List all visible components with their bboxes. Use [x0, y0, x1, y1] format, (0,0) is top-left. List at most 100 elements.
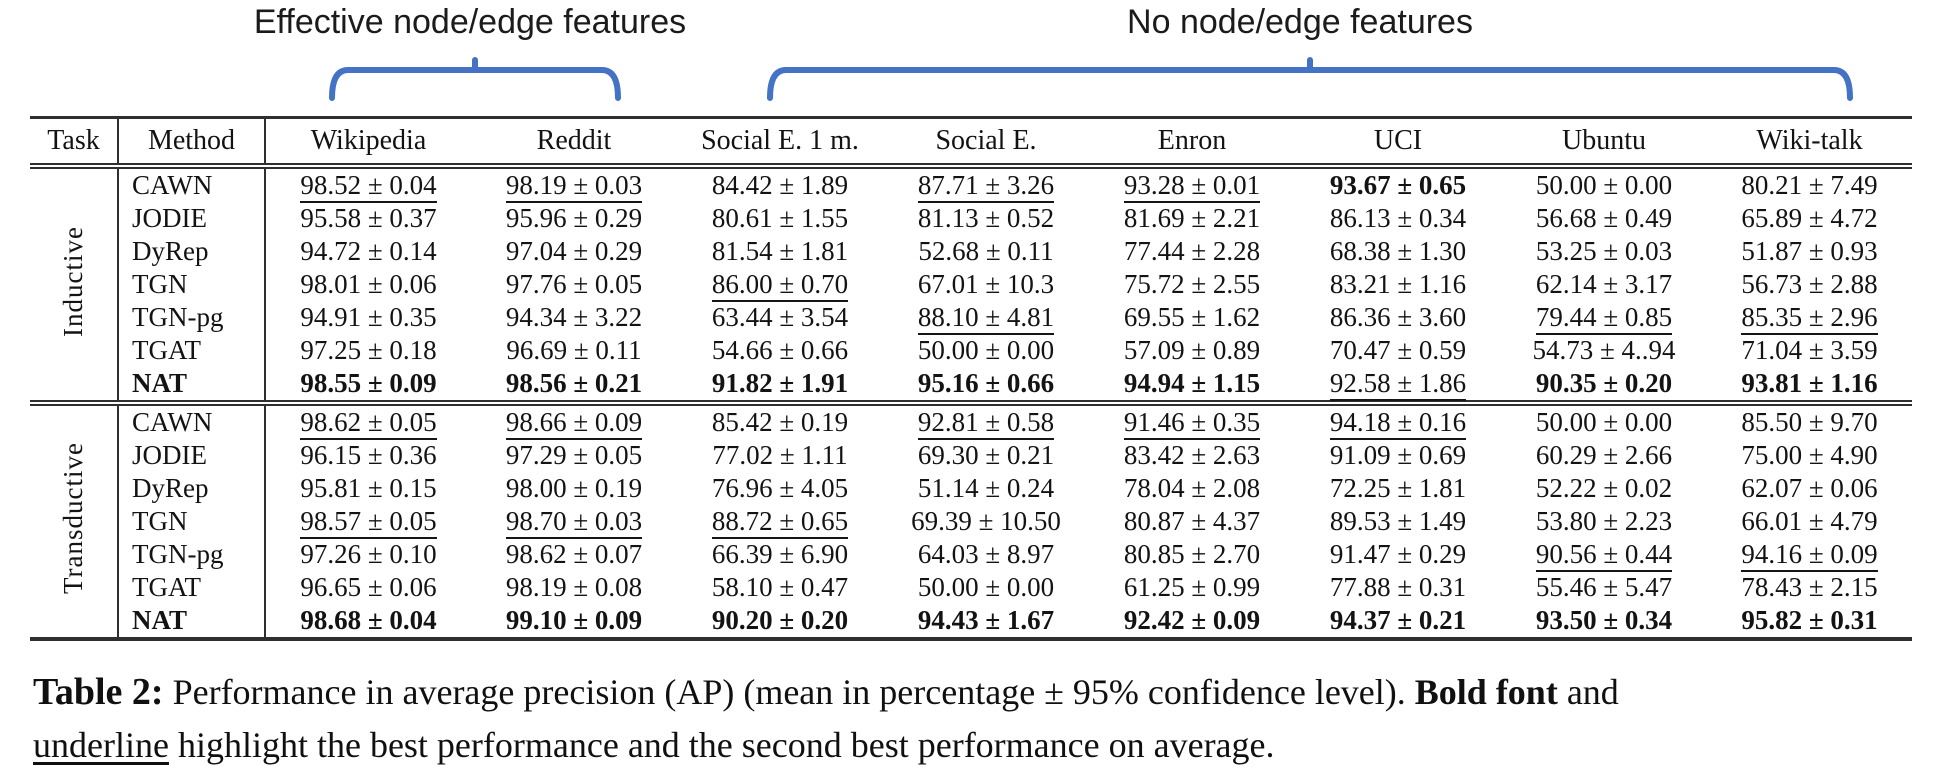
metric-value: 75.72 ± 2.55 — [1123, 269, 1261, 299]
metric-cell: 98.70 ± 0.03 — [471, 505, 677, 539]
table-row: TGAT 97.25 ± 0.18 96.69 ± 0.11 54.66 ± 0.66… — [30, 334, 1912, 367]
metric-cell: 78.43 ± 2.15 — [1707, 571, 1912, 604]
metric-cell: 81.54 ± 1.81 — [677, 235, 883, 268]
metric-value: 77.44 ± 2.28 — [1123, 236, 1261, 266]
column-header-reddit: Reddit — [471, 117, 677, 169]
method-cell-tgn-pg: TGN-pg — [118, 301, 266, 334]
table-row: TGN 98.01 ± 0.06 97.76 ± 0.05 86.00 ± 0.70 6… — [30, 268, 1912, 302]
table-row: JODIE 95.58 ± 0.37 95.96 ± 0.29 80.61 ± 1.5… — [30, 202, 1912, 235]
metric-cell: 97.29 ± 0.05 — [471, 439, 677, 472]
metric-cell: 98.66 ± 0.09 — [471, 400, 677, 440]
task-label: Inductive — [58, 225, 88, 337]
metric-cell: 98.57 ± 0.05 — [265, 505, 471, 539]
metric-cell: 93.67 ± 0.65 — [1295, 166, 1501, 202]
metric-cell: 95.81 ± 0.15 — [265, 472, 471, 505]
metric-cell: 89.53 ± 1.49 — [1295, 505, 1501, 538]
metric-cell: 81.13 ± 0.52 — [883, 202, 1089, 235]
metric-value: 86.00 ± 0.70 — [711, 269, 849, 302]
metric-cell: 51.14 ± 0.24 — [883, 472, 1089, 505]
metric-value: 58.10 ± 0.47 — [711, 572, 849, 602]
column-header-social-e-1-m-: Social E. 1 m. — [677, 117, 883, 169]
caption-text-2: and — [1566, 672, 1619, 712]
metric-value: 98.56 ± 0.21 — [505, 368, 643, 398]
metric-cell: 77.44 ± 2.28 — [1089, 235, 1295, 268]
method-cell-cawn: CAWN — [118, 400, 266, 439]
metric-cell: 80.85 ± 2.70 — [1089, 538, 1295, 571]
metric-value: 63.44 ± 3.54 — [711, 302, 849, 332]
metric-value: 83.42 ± 2.63 — [1123, 440, 1261, 470]
metric-value: 85.50 ± 9.70 — [1741, 407, 1878, 437]
table-row: JODIE 96.15 ± 0.36 97.29 ± 0.05 77.02 ± 1.1… — [30, 439, 1912, 472]
metric-value: 91.46 ± 0.35 — [1123, 407, 1261, 440]
metric-value: 99.10 ± 0.09 — [505, 605, 643, 635]
metric-cell: 92.81 ± 0.58 — [883, 400, 1089, 440]
metric-value: 65.89 ± 4.72 — [1741, 203, 1878, 233]
table-row: TGN-pg 94.91 ± 0.35 94.34 ± 3.22 63.44 ± 3.… — [30, 301, 1912, 335]
metric-cell: 93.28 ± 0.01 — [1089, 166, 1295, 203]
metric-value: 98.62 ± 0.07 — [505, 539, 643, 569]
metric-cell: 94.94 ± 1.15 — [1089, 367, 1295, 403]
metric-cell: 75.00 ± 4.90 — [1707, 439, 1912, 472]
metric-value: 97.04 ± 0.29 — [505, 236, 643, 266]
table-body: Inductive CAWN 98.52 ± 0.04 98.19 ± 0.03 84.… — [30, 166, 1912, 639]
metric-cell: 91.47 ± 0.29 — [1295, 538, 1501, 571]
table-row: DyRep 95.81 ± 0.15 98.00 ± 0.19 76.96 ± 4.0… — [30, 472, 1912, 505]
metric-value: 94.72 ± 0.14 — [300, 236, 437, 266]
metric-value: 84.42 ± 1.89 — [711, 170, 849, 200]
metric-value: 52.68 ± 0.11 — [918, 236, 1054, 266]
metric-cell: 91.46 ± 0.35 — [1089, 400, 1295, 440]
metric-cell: 99.10 ± 0.09 — [471, 604, 677, 639]
metric-cell: 97.76 ± 0.05 — [471, 268, 677, 301]
metric-cell: 96.65 ± 0.06 — [265, 571, 471, 604]
metric-cell: 95.82 ± 0.31 — [1707, 604, 1912, 639]
metric-value: 90.56 ± 0.44 — [1535, 539, 1673, 572]
metric-value: 98.70 ± 0.03 — [505, 506, 643, 539]
metric-cell: 70.47 ± 0.59 — [1295, 334, 1501, 367]
metric-cell: 53.80 ± 2.23 — [1501, 505, 1707, 538]
metric-cell: 65.89 ± 4.72 — [1707, 202, 1912, 235]
metric-cell: 96.15 ± 0.36 — [265, 439, 471, 472]
metric-cell: 67.01 ± 10.3 — [883, 268, 1089, 301]
metric-value: 51.87 ± 0.93 — [1741, 236, 1878, 266]
metric-value: 62.14 ± 3.17 — [1535, 269, 1673, 299]
metric-cell: 77.88 ± 0.31 — [1295, 571, 1501, 604]
metric-value: 70.47 ± 0.59 — [1329, 335, 1467, 365]
metric-value: 50.00 ± 0.00 — [1535, 170, 1673, 200]
method-cell-tgat: TGAT — [118, 334, 266, 367]
column-header-enron: Enron — [1089, 117, 1295, 169]
metric-cell: 54.66 ± 0.66 — [677, 334, 883, 367]
metric-cell: 85.50 ± 9.70 — [1707, 400, 1912, 439]
metric-value: 94.43 ± 1.67 — [917, 605, 1055, 635]
metric-cell: 50.00 ± 0.00 — [883, 571, 1089, 604]
metric-cell: 54.73 ± 4..94 — [1501, 334, 1707, 367]
metric-value: 97.29 ± 0.05 — [505, 440, 643, 470]
task-label: Transductive — [58, 442, 88, 594]
metric-cell: 53.25 ± 0.03 — [1501, 235, 1707, 268]
metric-cell: 50.00 ± 0.00 — [883, 334, 1089, 367]
column-header-wikipedia: Wikipedia — [265, 117, 471, 169]
metric-value: 94.34 ± 3.22 — [505, 302, 643, 332]
column-header-method: Method — [118, 117, 266, 169]
table-row: NAT 98.68 ± 0.04 99.10 ± 0.09 90.20 ± 0.20 9… — [30, 604, 1912, 639]
metric-cell: 56.73 ± 2.88 — [1707, 268, 1912, 301]
metric-cell: 94.72 ± 0.14 — [265, 235, 471, 268]
metric-cell: 80.21 ± 7.49 — [1707, 166, 1912, 202]
metric-cell: 98.01 ± 0.06 — [265, 268, 471, 301]
metric-value: 81.13 ± 0.52 — [917, 203, 1055, 233]
metric-value: 97.25 ± 0.18 — [300, 335, 437, 365]
method-cell-jodie: JODIE — [118, 439, 266, 472]
metric-value: 94.94 ± 1.15 — [1123, 368, 1261, 398]
table-row: NAT 98.55 ± 0.09 98.56 ± 0.21 91.82 ± 1.91 9… — [30, 367, 1912, 403]
metric-cell: 86.13 ± 0.34 — [1295, 202, 1501, 235]
left-brace-icon — [329, 57, 621, 101]
table-row: TGN 98.57 ± 0.05 98.70 ± 0.03 88.72 ± 0.65 6… — [30, 505, 1912, 539]
metric-value: 91.47 ± 0.29 — [1329, 539, 1467, 569]
metric-cell: 86.00 ± 0.70 — [677, 268, 883, 302]
metric-value: 72.25 ± 1.81 — [1329, 473, 1467, 503]
table-row: TGN-pg 97.26 ± 0.10 98.62 ± 0.07 66.39 ± 6.… — [30, 538, 1912, 572]
metric-value: 81.69 ± 2.21 — [1123, 203, 1261, 233]
results-table: Task Method Wikipedia Reddit Social E. 1 m. S… — [30, 116, 1912, 641]
metric-value: 94.91 ± 0.35 — [300, 302, 437, 332]
metric-value: 95.82 ± 0.31 — [1741, 605, 1878, 635]
